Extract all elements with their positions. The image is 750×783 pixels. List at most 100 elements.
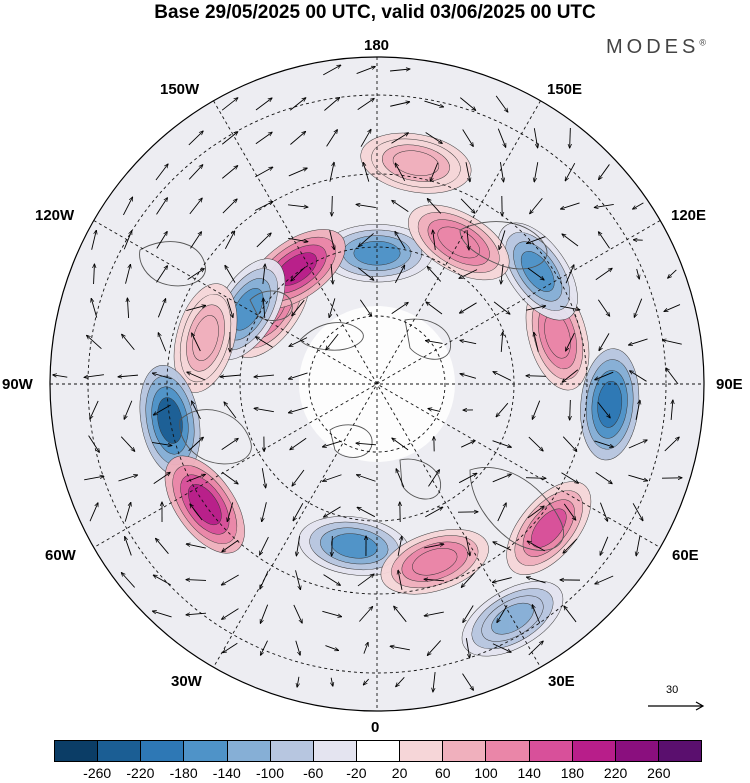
wind-arrow: [465, 638, 469, 658]
wind-arrow: [493, 372, 512, 381]
wind-arrow: [189, 198, 202, 215]
wind-arrow: [260, 640, 268, 656]
wind-arrow: [391, 133, 409, 144]
wind-arrow: [465, 162, 470, 182]
wind-arrow: [492, 474, 511, 483]
wind-arrow: [527, 506, 544, 519]
colorbar-tick-label: 20: [391, 765, 408, 781]
wind-arrow: [329, 230, 335, 249]
wind-arrow: [118, 475, 137, 482]
colorbar-cell: [184, 741, 228, 761]
wind-arrow: [186, 305, 205, 311]
wind-arrow: [671, 400, 673, 421]
wind-arrow: [324, 97, 339, 111]
wind-arrow: [562, 369, 579, 382]
wind-arrow: [499, 162, 503, 182]
wind-arrow: [497, 128, 505, 148]
lon-label-120e: 120E: [671, 207, 707, 224]
wind-arrow: [390, 102, 409, 107]
brand-text: MODES: [606, 36, 700, 58]
wind-arrow: [427, 199, 442, 214]
wind-arrow: [120, 436, 135, 452]
colorbar-tick-label: -220: [126, 765, 155, 781]
wind-arrow: [357, 507, 376, 518]
anomaly-contour: [597, 380, 623, 428]
wind-arrow: [357, 475, 376, 482]
colorbar-tick-label: 220: [603, 765, 628, 781]
wind-arrow: [534, 162, 539, 182]
wind-arrow: [533, 128, 537, 148]
wind-arrow: [288, 372, 308, 379]
wind-arrow: [530, 197, 543, 213]
wind-arrow: [495, 95, 508, 112]
wind-arrow: [595, 471, 612, 483]
wind-arrow: [186, 580, 207, 581]
wind-arrow: [595, 575, 614, 584]
wind-arrow: [289, 98, 306, 111]
wind-arrow: [227, 502, 234, 521]
wind-arrow: [124, 502, 131, 522]
map-title: Base 29/05/2025 00 UTC, valid 03/06/2025…: [154, 2, 596, 23]
wind-arrow: [297, 676, 299, 687]
wind-arrow: [192, 401, 201, 420]
wind-arrow: [595, 268, 612, 281]
wind-arrow: [260, 536, 269, 555]
wind-arrow: [127, 298, 128, 319]
wind-arrow: [262, 264, 265, 284]
wind-arrow: [188, 165, 203, 180]
colorbar: [54, 740, 702, 762]
colorbar-cell: [400, 741, 444, 761]
wind-arrow: [188, 437, 204, 452]
wind-arrow: [598, 232, 610, 249]
lon-label-60e: 60E: [672, 547, 699, 564]
wind-arrow: [292, 469, 305, 486]
wind-arrow: [562, 436, 577, 452]
colorbar-cell: [572, 741, 616, 761]
wind-arrow: [226, 298, 233, 317]
wind-arrow: [563, 538, 578, 553]
wind-arrow: [293, 604, 302, 623]
wind-arrow: [528, 641, 543, 656]
colorbar-cell: [615, 741, 659, 761]
lon-label-150w: 150W: [160, 81, 200, 98]
wind-arrow: [527, 541, 545, 552]
wind-arrow: [222, 199, 237, 214]
wind-arrow: [332, 195, 333, 216]
wind-arrow: [492, 440, 512, 448]
wind-arrow: [424, 611, 444, 616]
wind-arrow: [666, 368, 679, 385]
wind-arrow: [359, 607, 372, 622]
wind-arrow: [570, 399, 571, 420]
wind-arrow: [224, 402, 237, 419]
coastlines: [139, 221, 565, 551]
lon-label-90w: 90W: [2, 376, 33, 393]
wind-arrow: [534, 332, 539, 352]
wind-arrow: [223, 642, 238, 652]
wind-arrow: [221, 132, 238, 145]
wind-arrow: [363, 162, 370, 182]
wind-arrow: [427, 267, 442, 282]
wind-arrow: [254, 408, 274, 413]
wind-arrow: [428, 470, 439, 487]
wind-arrow: [570, 127, 571, 148]
wind-arrow: [356, 443, 377, 445]
wind-arrow: [322, 440, 342, 447]
wind-arrow: [156, 266, 168, 283]
wind-arrow: [394, 265, 404, 284]
wind-arrow: [462, 129, 474, 147]
wind-arrow: [425, 132, 443, 143]
wind-arrow: [562, 234, 579, 247]
wind-arrow: [152, 373, 172, 380]
wind-arrow: [433, 230, 436, 250]
wind-arrow: [664, 437, 679, 452]
wind-arrow: [90, 400, 99, 419]
wind-arrow: [425, 507, 443, 518]
anomaly-contour: [531, 508, 567, 548]
wind-arrow: [426, 302, 443, 315]
wind-arrow: [261, 468, 265, 488]
wind-arrow: [357, 267, 374, 280]
wind-arrow: [323, 506, 341, 517]
anomaly-contour: [392, 150, 440, 176]
wind-arrow: [632, 503, 643, 520]
wind-arrow: [594, 440, 613, 447]
